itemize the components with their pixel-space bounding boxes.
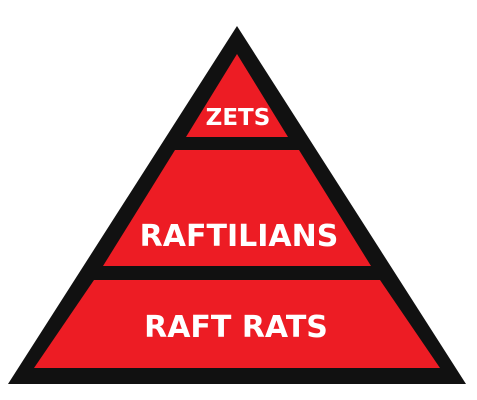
pyramid-tier-bottom	[34, 280, 440, 368]
tier-label-raft-rats: RAFT RATS	[144, 310, 328, 345]
tier-label-raftilians: RAFTILIANS	[140, 219, 339, 254]
tier-label-zets: ZETS	[206, 105, 271, 131]
pyramid-tier-middle	[103, 150, 371, 266]
pyramid-tier-top	[186, 54, 288, 137]
